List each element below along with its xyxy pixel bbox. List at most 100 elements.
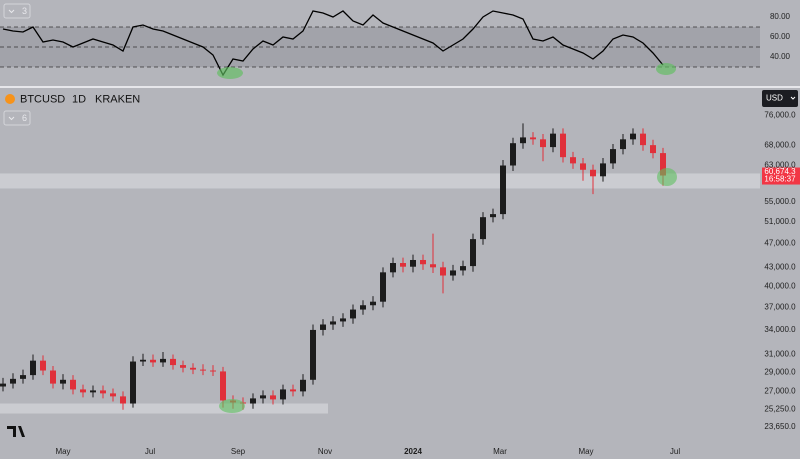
candle-body: [570, 157, 576, 164]
candle-body: [60, 379, 66, 384]
candle-body: [460, 266, 466, 271]
candle-body: [150, 359, 156, 363]
support-zone: [0, 403, 328, 414]
highlight: [657, 168, 677, 186]
x-tick-label: Jul: [670, 447, 680, 456]
candle-body: [590, 169, 596, 177]
y-tick-label: 25,250.0: [764, 404, 796, 413]
rsi-panel: 80.00 60.00 40.00: [0, 10, 791, 77]
y-tick-label: 31,000.0: [764, 350, 796, 359]
candle-body: [540, 139, 546, 148]
candle-body: [410, 259, 416, 267]
candle-body: [380, 272, 386, 302]
candle-body: [480, 217, 486, 240]
candle-body: [300, 379, 306, 392]
y-tick-label: 27,000.0: [764, 387, 796, 396]
x-tick-label: May: [55, 447, 70, 456]
candle-body: [370, 301, 376, 306]
candle-body: [10, 378, 16, 384]
y-tick-label: 55,000.0: [764, 197, 796, 206]
rsi-tick-label: 40.00: [770, 52, 791, 61]
candle-body: [110, 393, 116, 397]
y-tick-label: 68,000.0: [764, 140, 796, 149]
candle-body: [190, 367, 196, 370]
candle-body: [640, 133, 646, 146]
x-tick-label: Jul: [145, 447, 155, 456]
candle-body: [650, 145, 656, 154]
candle-body: [340, 318, 346, 322]
rsi-tick-label: 80.00: [770, 12, 791, 21]
candle-body: [70, 379, 76, 390]
candle-body: [100, 390, 106, 394]
candle-body: [180, 365, 186, 368]
candle-body: [360, 305, 366, 310]
rsi-tick-label: 60.00: [770, 32, 791, 41]
logo: [7, 426, 25, 437]
candle-body: [160, 358, 166, 363]
caret: [8, 9, 15, 14]
candle-body: [630, 133, 636, 140]
candle-body: [510, 143, 516, 166]
exchange: KRAKEN: [95, 93, 140, 105]
candle-body: [260, 395, 266, 399]
candle-body: [610, 149, 616, 164]
x-tick-label: May: [578, 447, 593, 456]
candle-body: [320, 324, 326, 330]
currency-button[interactable]: [762, 90, 798, 107]
candle-body: [530, 137, 536, 140]
x-tick-label: Nov: [318, 447, 332, 456]
candle-body: [80, 389, 86, 393]
candle-body: [440, 267, 446, 276]
y-tick-label: 34,000.0: [764, 325, 796, 334]
indicator-count[interactable]: 3: [22, 6, 27, 16]
rsi-line: [2, 10, 664, 77]
candle-body: [500, 165, 506, 215]
y-tick-label: 51,000.0: [764, 217, 796, 226]
candle-body: [400, 263, 406, 267]
candle-body: [660, 153, 666, 176]
candle-body: [310, 329, 316, 380]
symbol: BTCUSD: [20, 93, 65, 105]
candle-body: [600, 163, 606, 177]
highlight: [656, 63, 676, 75]
highlight: [217, 67, 243, 79]
candle-body: [450, 270, 456, 276]
coin-icon: [5, 94, 15, 104]
candle-body: [40, 360, 46, 371]
y-tick-label: 47,000.0: [764, 239, 796, 248]
indicator-toggle[interactable]: [3, 3, 31, 19]
candle-body: [580, 163, 586, 170]
support-zone: [0, 173, 760, 189]
candle-body: [390, 263, 396, 273]
x-tick-label: 2024: [404, 447, 422, 456]
candle-body: [330, 321, 336, 325]
candle-body: [490, 214, 496, 218]
indicator-toggle[interactable]: [3, 110, 31, 126]
candle-body: [470, 239, 476, 267]
candle-body: [130, 361, 136, 404]
currency[interactable]: USD: [766, 94, 783, 103]
x-tick-label: Mar: [493, 447, 507, 456]
candle-body: [350, 309, 356, 319]
axes: 76,000.0 68,000.0 63,000.0 55,000.0 51,000.0…: [55, 111, 800, 456]
candle-body: [200, 369, 206, 371]
candle-body: [250, 398, 256, 404]
indicator-count[interactable]: 6: [22, 113, 27, 123]
candle-body: [120, 396, 126, 404]
candle-body: [170, 358, 176, 366]
candle-body: [280, 389, 286, 400]
countdown: 16:58:37: [764, 175, 796, 184]
x-tick-label: Sep: [231, 447, 246, 456]
interval: 1D: [72, 93, 86, 105]
y-tick-label: 23,650.0: [764, 422, 796, 431]
candle-body: [50, 370, 56, 384]
caret: [8, 116, 15, 121]
candle-body: [550, 133, 556, 148]
last-price-box: [762, 167, 800, 185]
candle-body: [420, 259, 426, 265]
candle-body: [20, 375, 26, 379]
y-tick-label: 43,000.0: [764, 262, 796, 271]
candle-body: [90, 390, 96, 393]
